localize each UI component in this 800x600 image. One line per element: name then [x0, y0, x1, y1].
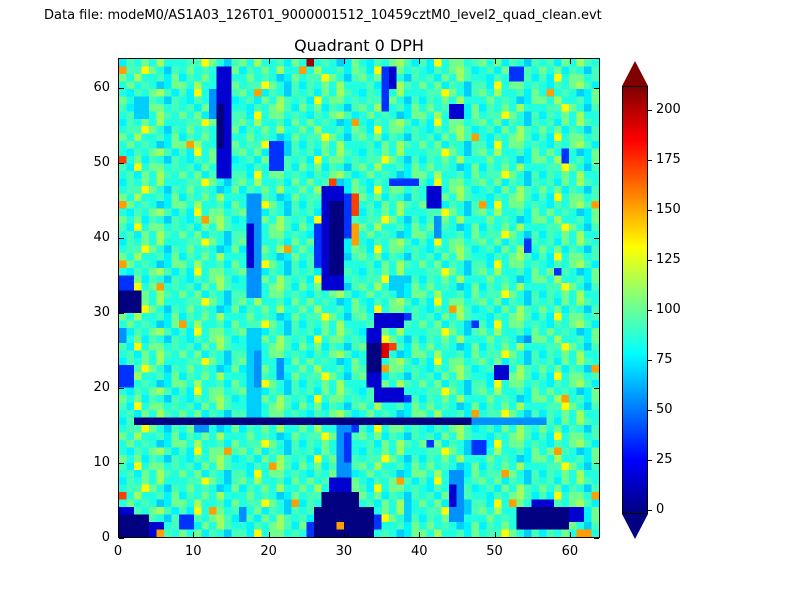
x-tick-label: 60	[561, 544, 579, 559]
x-tick-label: 50	[486, 544, 503, 559]
x-tick-mark	[343, 532, 345, 537]
x-tick-mark	[569, 532, 571, 537]
y-tick-label: 0	[101, 530, 110, 545]
x-tick-mark	[118, 59, 119, 64]
x-tick-mark	[193, 532, 195, 537]
colorbar-tick-label: 150	[656, 202, 681, 217]
x-tick-mark	[494, 532, 496, 537]
y-tick-mark	[119, 313, 124, 314]
colorbar-tick-mark	[648, 110, 652, 111]
colorbar-gradient	[622, 86, 648, 514]
y-tick-mark	[594, 313, 599, 314]
x-tick-label: 20	[260, 544, 277, 559]
colorbar-tick-label: 175	[656, 152, 681, 167]
x-tick-label: 40	[410, 544, 428, 559]
x-tick-mark	[494, 59, 496, 64]
colorbar-arrow-down-icon	[622, 514, 648, 539]
y-tick-mark	[119, 163, 124, 164]
y-tick-label: 20	[93, 380, 110, 395]
y-tick-mark	[594, 88, 599, 89]
y-tick-mark	[119, 238, 124, 239]
plot-title: Quadrant 0 DPH	[294, 36, 424, 55]
y-tick-mark	[119, 88, 124, 89]
colorbar-tick-label: 25	[656, 452, 673, 467]
y-tick-label: 30	[93, 305, 110, 320]
colorbar-tick-label: 50	[656, 402, 673, 417]
colorbar-tick-label: 200	[656, 102, 681, 117]
x-tick-mark	[268, 59, 270, 64]
y-tick-mark	[119, 538, 124, 539]
y-tick-mark	[594, 538, 599, 539]
y-tick-mark	[594, 163, 599, 164]
x-tick-label: 10	[185, 544, 202, 559]
y-tick-mark	[594, 463, 599, 464]
colorbar-tick-mark	[648, 360, 652, 361]
colorbar-tick-label: 0	[656, 502, 665, 517]
colorbar-tick-label: 75	[656, 352, 673, 367]
y-tick-mark	[594, 388, 599, 389]
x-tick-mark	[343, 59, 345, 64]
colorbar-tick-mark	[648, 310, 652, 311]
x-tick-mark	[419, 59, 421, 64]
colorbar-tick-label: 125	[656, 252, 681, 267]
colorbar-tick-mark	[648, 160, 652, 161]
heatmap-canvas	[119, 59, 599, 537]
colorbar-tick-mark	[648, 260, 652, 261]
colorbar-tick-mark	[648, 210, 652, 211]
colorbar-arrow-up-icon	[622, 61, 648, 86]
colorbar-tick-mark	[648, 410, 652, 411]
colorbar-tick-label: 100	[656, 302, 681, 317]
y-tick-label: 50	[93, 155, 110, 170]
colorbar-tick-mark	[648, 510, 652, 511]
x-tick-label: 30	[335, 544, 353, 559]
colorbar-tick-mark	[648, 460, 652, 461]
x-tick-mark	[118, 532, 119, 537]
data-file-label: Data file: modeM0/AS1A03_126T01_90000015…	[44, 8, 602, 23]
x-tick-mark	[419, 532, 421, 537]
y-tick-label: 10	[93, 455, 110, 470]
heatmap-plot	[118, 58, 600, 538]
y-tick-label: 40	[93, 230, 110, 245]
x-tick-mark	[268, 532, 270, 537]
y-tick-label: 60	[93, 80, 110, 95]
y-tick-mark	[119, 463, 124, 464]
x-tick-label: 0	[113, 544, 123, 559]
y-tick-mark	[594, 238, 599, 239]
x-tick-mark	[193, 59, 195, 64]
y-tick-mark	[119, 388, 124, 389]
x-tick-mark	[569, 59, 571, 64]
